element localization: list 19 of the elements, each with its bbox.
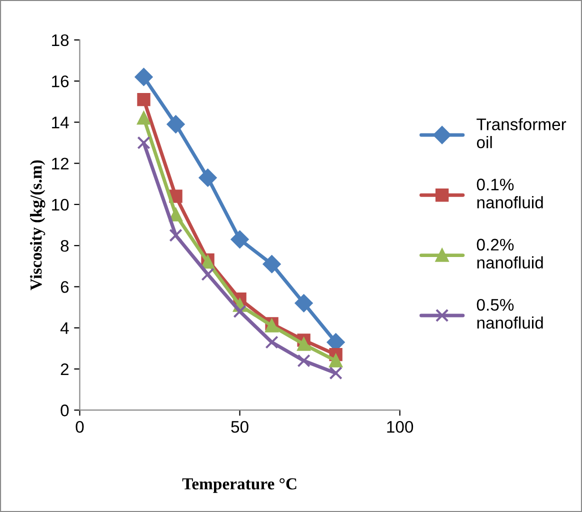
y-tick-label: 6 (60, 281, 69, 293)
y-tick-label: 14 (52, 116, 69, 128)
x-tick-label: 50 (231, 420, 248, 433)
y-tick-label: 2 (60, 363, 68, 376)
y-tick-label: 0 (60, 404, 69, 416)
legend-label: 0.5% nanofluid (476, 298, 543, 329)
legend-label: Transformer oil (476, 118, 566, 148)
y-tick-label: 16 (52, 75, 69, 88)
y-tick-label: 8 (60, 240, 69, 252)
y-tick-label: 12 (52, 158, 68, 170)
legend-label: 0.1% nanofluid (476, 178, 543, 208)
y-axis-title: Viscosity (kg/(s.m) (30, 160, 46, 290)
legend-label: 0.2% nanofluid (476, 238, 543, 269)
x-tick-label: 0 (76, 420, 84, 433)
y-tick-label: 18 (52, 34, 69, 46)
y-tick-label: 10 (52, 198, 69, 211)
x-axis-title: Temperature °C (182, 478, 296, 493)
x-tick-label: 100 (387, 420, 414, 433)
y-tick-label: 4 (60, 322, 69, 334)
